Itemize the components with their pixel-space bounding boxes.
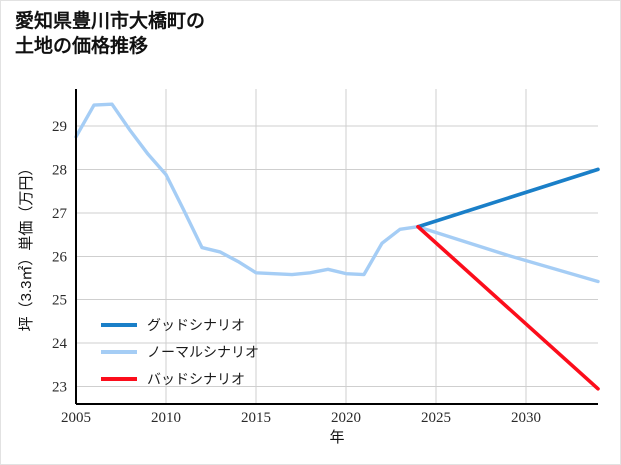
x-tick-label: 2025: [421, 410, 451, 426]
axis-spines-group: [74, 89, 598, 406]
x-tick-label: 2030: [511, 410, 541, 426]
series-line-バッドシナリオ: [416, 224, 600, 391]
y-tick-label: 28: [52, 162, 67, 178]
series-line-ノーマルシナリオ: [74, 102, 600, 284]
series-group: [74, 102, 600, 391]
legend-label-0[interactable]: グッドシナリオ: [147, 318, 245, 334]
x-tick-label: 2015: [241, 410, 271, 426]
x-tick-labels-group: 2005 2010 2015 2020 2025 2030: [61, 410, 541, 426]
chart-title: 愛知県豊川市大橋町の 土地の価格推移: [15, 11, 206, 58]
y-tick-label: 29: [52, 119, 67, 135]
x-tick-label: 2005: [61, 410, 91, 426]
y-tick-label: 23: [52, 380, 67, 396]
x-tick-label: 2010: [151, 410, 181, 426]
y-tick-label: 24: [52, 336, 68, 352]
legend-label-1[interactable]: ノーマルシナリオ: [147, 346, 259, 361]
y-tick-labels-group: 23 24 25 26 27 28 29: [52, 119, 68, 396]
series-line-グッドシナリオ: [416, 167, 600, 229]
y-tick-label: 26: [52, 249, 68, 265]
y-axis-title: 坪（3.3㎡）単価（万円）: [18, 161, 35, 332]
x-axis-title: 年: [329, 429, 344, 446]
y-tick-label: 25: [52, 293, 67, 309]
x-tick-label: 2020: [331, 410, 361, 426]
y-tick-label: 27: [52, 206, 68, 222]
legend-label-2[interactable]: バッドシナリオ: [147, 373, 245, 388]
